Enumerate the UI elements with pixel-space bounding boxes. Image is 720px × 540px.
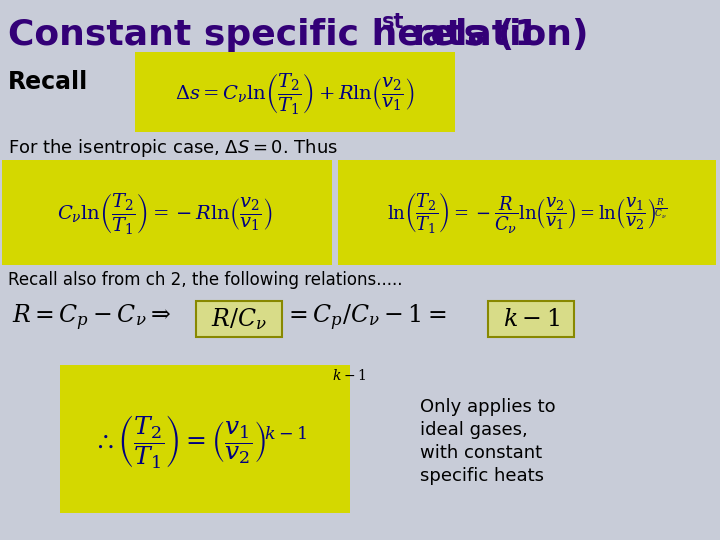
Text: $\Delta s = C_{\nu} \ln\!\left(\dfrac{T_2}{T_1}\right) + R\ln\!\left(\dfrac{v_2}: $\Delta s = C_{\nu} \ln\!\left(\dfrac{T_… [175,71,415,116]
Text: $C_{\nu} \ln\!\left(\dfrac{T_2}{T_1}\right) = -R\ln\!\left(\dfrac{v_2}{v_1}\righ: $C_{\nu} \ln\!\left(\dfrac{T_2}{T_1}\rig… [57,191,273,235]
FancyBboxPatch shape [2,160,332,265]
FancyBboxPatch shape [338,160,716,265]
Text: For the isentropic case, $\Delta S=0$. Thus: For the isentropic case, $\Delta S=0$. T… [8,137,338,159]
FancyBboxPatch shape [196,301,282,337]
Text: with constant: with constant [420,444,542,462]
Text: $= C_p/C_{\nu} - 1 =$: $= C_p/C_{\nu} - 1 =$ [284,303,446,333]
Text: st: st [382,12,405,32]
Text: $k - 1$: $k - 1$ [503,307,559,331]
Text: relation): relation) [400,18,588,52]
Text: specific heats: specific heats [420,467,544,485]
Text: Only applies to: Only applies to [420,398,556,416]
Text: $R = C_p - C_{\nu} \Rightarrow$: $R = C_p - C_{\nu} \Rightarrow$ [12,303,171,333]
Text: Recall: Recall [8,70,89,94]
FancyBboxPatch shape [60,365,350,513]
Text: Recall also from ch 2, the following relations.....: Recall also from ch 2, the following rel… [8,271,402,289]
Text: ideal gases,: ideal gases, [420,421,528,439]
FancyBboxPatch shape [488,301,574,337]
Text: $\therefore \left(\dfrac{T_2}{T_1}\right) = \left(\dfrac{v_1}{v_2}\right)^{\!k-1: $\therefore \left(\dfrac{T_2}{T_1}\right… [93,414,307,470]
Text: $\ln\!\left(\dfrac{T_2}{T_1}\right) = -\dfrac{R}{C_{\nu}}\ln\!\left(\dfrac{v_2}{: $\ln\!\left(\dfrac{T_2}{T_1}\right) = -\… [387,191,667,235]
Text: $k-1$: $k-1$ [332,368,366,382]
Text: Constant specific heats (1: Constant specific heats (1 [8,18,539,52]
FancyBboxPatch shape [135,52,455,132]
Text: $R/C_{\nu}$: $R/C_{\nu}$ [211,306,267,332]
